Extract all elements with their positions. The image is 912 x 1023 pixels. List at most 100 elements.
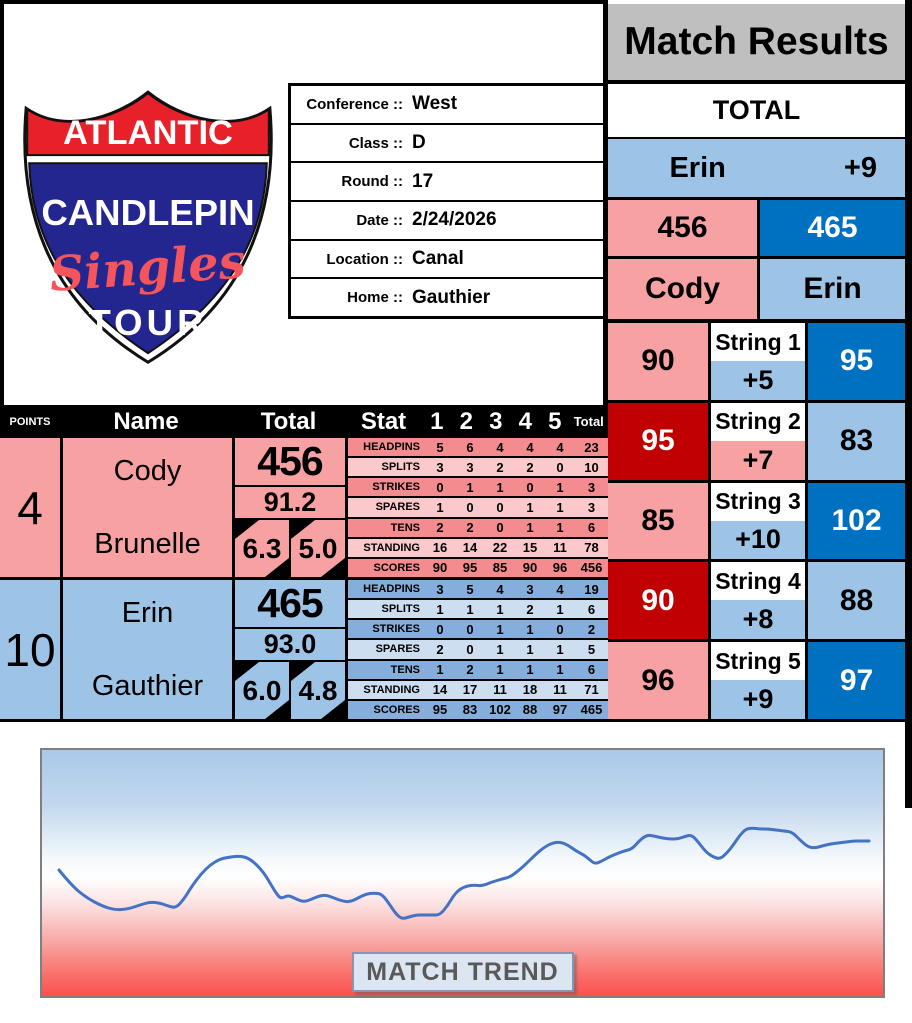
stat-value: 1 xyxy=(556,520,564,536)
stat-value: 4 xyxy=(496,581,504,597)
stat-value: 0 xyxy=(466,621,474,637)
info-row-label: Class :: xyxy=(348,134,403,152)
string-row: 90 String 4 +8 88 xyxy=(608,562,905,643)
info-row: Class :: D xyxy=(291,125,604,164)
string-row: 96 String 5 +9 97 xyxy=(608,642,905,722)
stat-total: 456 xyxy=(580,560,603,576)
stat-label: STRIKES xyxy=(372,481,420,494)
stat-value: 1 xyxy=(496,641,504,657)
player-blocks: 4 Cody Brunelle 456 91.2 6.3 5.0 HEADPINS 5 6 4 4 4 2… xyxy=(0,438,608,722)
stat-value: 1 xyxy=(496,621,504,637)
player-name-cell: Erin Gauthier xyxy=(60,580,232,719)
info-row-label: Location :: xyxy=(326,250,403,268)
stat-value: 2 xyxy=(436,520,444,536)
info-row-value: Canal xyxy=(412,248,464,270)
header-game-number: 5 xyxy=(548,407,562,435)
stat-value: 3 xyxy=(436,459,444,475)
stat-row: HEADPINS 3 5 4 3 4 19 xyxy=(348,580,608,601)
player-points: 10 xyxy=(0,580,60,719)
stat-value: 102 xyxy=(489,702,511,718)
stat-value: 1 xyxy=(526,499,534,515)
stat-total: 3 xyxy=(587,479,596,495)
string-label: String 1 xyxy=(711,323,805,361)
stat-total: 19 xyxy=(584,581,599,597)
string-mid-cell: String 2 +7 xyxy=(708,402,808,480)
string-lead: +5 xyxy=(711,361,805,400)
info-row-label: Conference :: xyxy=(306,95,403,113)
total-scores-row: 456 465 xyxy=(608,200,905,259)
header-points: POINTS xyxy=(9,415,51,428)
stat-total: 6 xyxy=(587,601,596,617)
player-split-left: 6.3 xyxy=(235,520,291,577)
leader-name: Erin xyxy=(669,151,726,184)
info-row: Date :: 2/24/2026 xyxy=(291,202,604,241)
player-stat-grid: HEADPINS 5 6 4 4 4 23 SPLITS 3 3 2 2 0 10 STRIKES 0 1 1 0 1… xyxy=(345,438,608,577)
player-split-right: 5.0 xyxy=(291,520,345,577)
stat-value: 1 xyxy=(556,601,564,617)
player-first-name: Erin xyxy=(121,597,174,629)
stat-total: 23 xyxy=(584,439,599,455)
stat-value: 1 xyxy=(556,662,564,678)
stat-value: 15 xyxy=(522,540,538,556)
info-row-value: West xyxy=(412,93,458,115)
player-average: 93.0 xyxy=(235,629,345,662)
stat-row: SCORES 95 83 102 88 97 465 xyxy=(348,700,608,719)
stat-value: 1 xyxy=(526,641,534,657)
string-right-score: 83 xyxy=(808,402,905,480)
stat-value: 1 xyxy=(496,479,504,495)
string-row: 95 String 2 +7 83 xyxy=(608,402,905,483)
stat-value: 1 xyxy=(466,479,474,495)
stat-value: 1 xyxy=(436,662,444,678)
logo-line2: CANDLEPIN xyxy=(41,192,254,233)
stat-value: 0 xyxy=(556,621,564,637)
string-mid-cell: String 1 +5 xyxy=(708,323,808,400)
stat-value: 95 xyxy=(462,560,478,576)
string-right-score: 95 xyxy=(808,323,905,400)
player-total-cell: 465 93.0 6.0 4.8 xyxy=(232,580,345,719)
stat-value: 2 xyxy=(496,459,504,475)
string-mid-cell: String 3 +10 xyxy=(708,482,808,560)
stat-row: HEADPINS 5 6 4 4 4 23 xyxy=(348,438,608,459)
stat-label: HEADPINS xyxy=(363,441,420,454)
stat-value: 11 xyxy=(553,682,567,698)
stat-value: 5 xyxy=(436,439,444,455)
sheet-border-left xyxy=(0,0,4,722)
stat-value: 16 xyxy=(432,540,448,556)
stat-value: 83 xyxy=(462,702,478,718)
stat-value: 90 xyxy=(432,560,448,576)
stat-value: 1 xyxy=(556,641,564,657)
stat-label: STANDING xyxy=(363,541,420,554)
stat-value: 1 xyxy=(556,499,564,515)
player-block: 10 Erin Gauthier 465 93.0 6.0 4.8 HEADPINS 3 5 4 3 4… xyxy=(0,580,608,722)
match-info-table: Conference :: West Class :: D Round :: 17 Date… xyxy=(288,83,607,319)
stat-row: SPARES 1 0 0 1 1 3 xyxy=(348,498,608,519)
stat-label: TENS xyxy=(390,521,420,534)
header-game-number: 4 xyxy=(518,407,532,435)
stat-value: 2 xyxy=(526,459,534,475)
stat-label: STRIKES xyxy=(372,623,420,636)
stat-value: 0 xyxy=(556,459,564,475)
stat-value: 97 xyxy=(552,702,568,718)
stat-value: 14 xyxy=(432,682,448,698)
header-name: Name xyxy=(113,407,179,435)
stat-total: 465 xyxy=(580,702,603,718)
string-row: 90 String 1 +5 95 xyxy=(608,323,905,403)
stat-value: 96 xyxy=(552,560,568,576)
string-right-score: 97 xyxy=(808,642,905,719)
string-right-score: 102 xyxy=(808,482,905,560)
string-mid-cell: String 5 +9 xyxy=(708,642,808,719)
stat-total: 5 xyxy=(587,641,596,657)
stat-value: 1 xyxy=(436,601,444,617)
header-game-number: 1 xyxy=(430,407,444,435)
string-lead: +8 xyxy=(711,600,805,640)
tour-logo: ATLANTIC CANDLEPIN Singles TOUR xyxy=(23,90,273,365)
string-left-score: 90 xyxy=(608,562,708,640)
stat-row: STANDING 14 17 11 18 11 71 xyxy=(348,680,608,701)
stat-value: 5 xyxy=(466,581,474,597)
string-left-score: 96 xyxy=(608,642,708,719)
stat-value: 0 xyxy=(466,499,474,515)
